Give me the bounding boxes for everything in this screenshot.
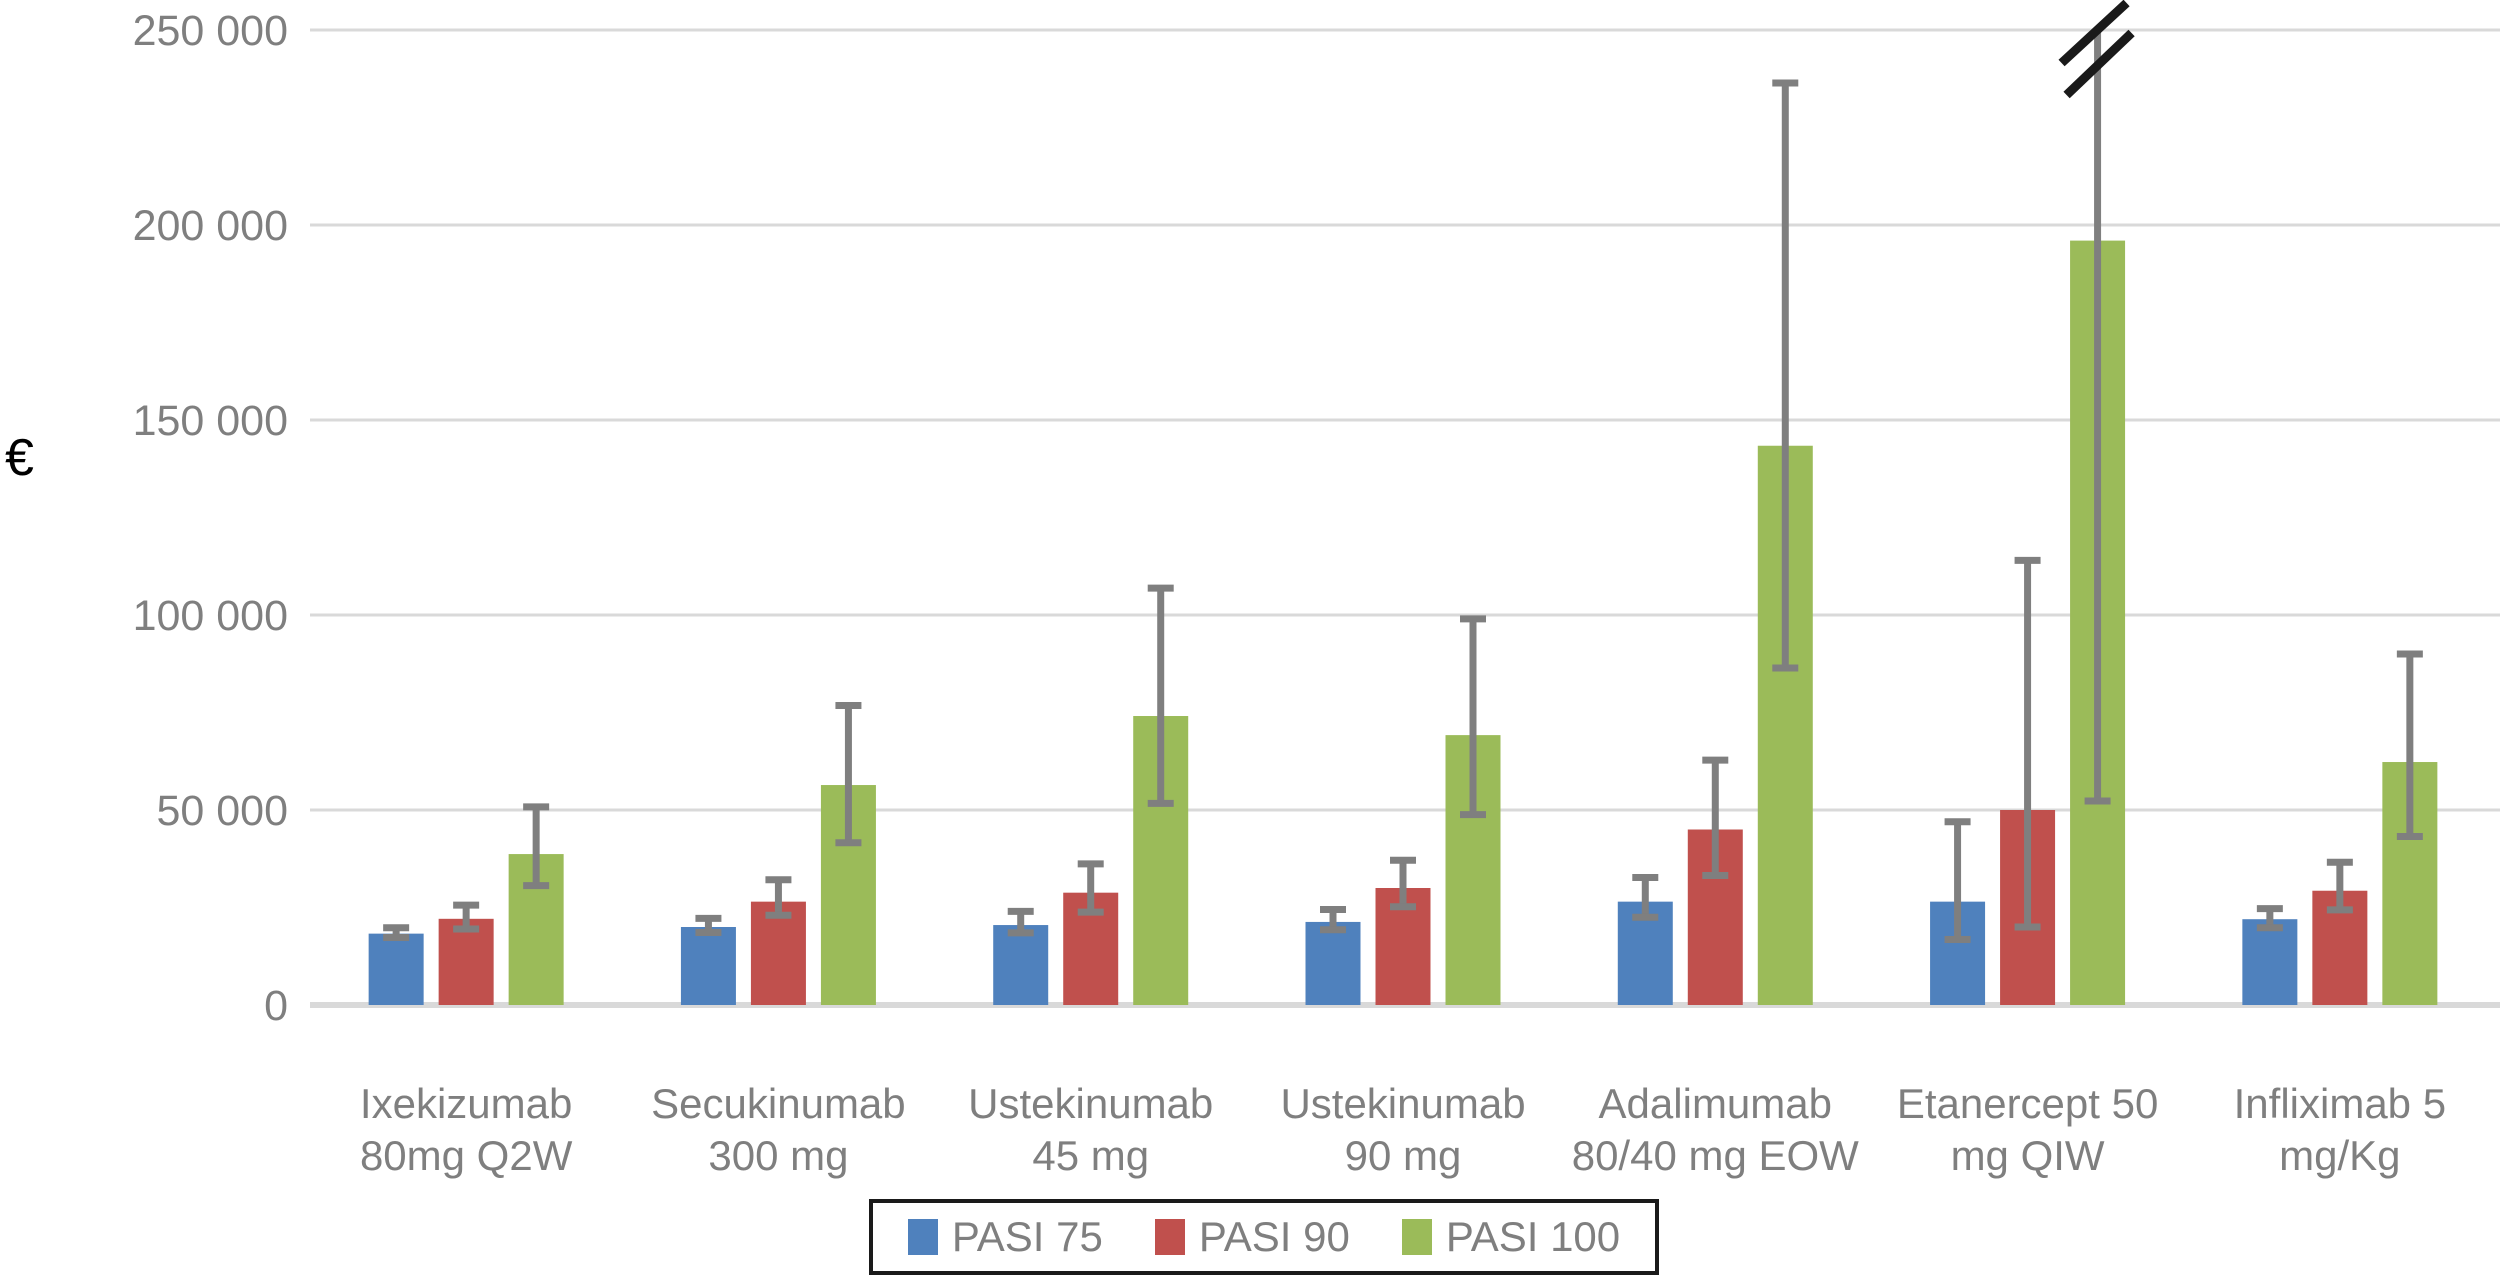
error-bar-pasi-75-cat1 — [695, 914, 722, 936]
error-bar-pasi-90-cat2 — [1077, 860, 1104, 916]
bar-pasi-75-cat1 — [680, 927, 736, 1005]
legend-swatch-pasi-90-icon — [1154, 1219, 1185, 1255]
legend: PASI 75 PASI 90 PASI 100 — [869, 1199, 1659, 1275]
error-bar-pasi-100-cat4 — [1772, 79, 1799, 672]
y-tick-label: 0 — [264, 982, 288, 1030]
legend-label-pasi-75: PASI 75 — [951, 1213, 1103, 1260]
y-tick-label: 150 000 — [133, 397, 288, 445]
y-tick-label: 200 000 — [133, 202, 288, 250]
error-bar-pasi-100-cat6 — [2396, 650, 2423, 841]
x-category-label: Ustekinumab 45 mg — [968, 1080, 1213, 1179]
x-category-label: Secukinumab 300 mg — [651, 1080, 905, 1179]
y-tick-label: 50 000 — [156, 787, 288, 835]
y-tick-label: 250 000 — [133, 7, 288, 55]
y-tick-label: 100 000 — [133, 592, 288, 640]
error-bar-pasi-75-cat6 — [2256, 905, 2283, 932]
error-bar-pasi-75-cat4 — [1632, 873, 1659, 921]
x-category-label: Etanercept 50 mg QIW — [1897, 1080, 2159, 1179]
bar-pasi-75-cat0 — [368, 933, 424, 1005]
error-bar-pasi-90-cat3 — [1390, 856, 1416, 911]
bar-pasi-75-cat3 — [1305, 921, 1361, 1005]
error-bar-pasi-75-cat3 — [1320, 905, 1346, 934]
bar-pasi-75-cat2 — [993, 925, 1049, 1005]
error-bar-pasi-100-cat2 — [1147, 584, 1174, 807]
legend-label-pasi-90: PASI 90 — [1198, 1213, 1350, 1260]
bar-pasi-90-cat1 — [750, 901, 806, 1005]
bar-pasi-75-cat6 — [2242, 919, 2298, 1005]
legend-swatch-pasi-100-icon — [1401, 1219, 1432, 1255]
error-bar-pasi-100-cat3 — [1460, 615, 1486, 819]
legend-item-pasi-90: PASI 90 — [1154, 1213, 1350, 1261]
error-bar-pasi-75-cat0 — [383, 924, 410, 942]
x-category-label: Adalimumab 80/40 mg EOW — [1572, 1080, 1859, 1179]
error-bar-pasi-75-cat5 — [1944, 818, 1971, 943]
legend-item-pasi-75: PASI 75 — [907, 1213, 1103, 1261]
x-category-label: Ixekizumab 80mg Q2W — [360, 1080, 573, 1179]
error-bar-pasi-100-cat0 — [523, 803, 550, 890]
legend-swatch-pasi-75-icon — [907, 1219, 938, 1255]
error-bar-pasi-100-cat5 — [2058, 0, 2135, 805]
error-bar-pasi-75-cat2 — [1007, 907, 1034, 937]
y-axis-unit-label: € — [5, 429, 34, 487]
x-category-label: Infliximab 5 mg/Kg — [2234, 1080, 2446, 1179]
legend-item-pasi-100: PASI 100 — [1401, 1213, 1621, 1261]
error-bar-pasi-90-cat0 — [453, 901, 480, 933]
bar-pasi-90-cat0 — [438, 918, 494, 1005]
error-bar-pasi-100-cat1 — [835, 701, 862, 847]
error-bar-pasi-90-cat5 — [2014, 556, 2041, 931]
axis-break-icon — [2058, 0, 2135, 99]
error-bar-pasi-90-cat6 — [2326, 858, 2353, 914]
legend-label-pasi-100: PASI 100 — [1445, 1213, 1621, 1260]
error-bar-pasi-90-cat4 — [1702, 756, 1729, 880]
x-category-label: Ustekinumab 90 mg — [1280, 1080, 1525, 1179]
error-bar-pasi-90-cat1 — [765, 876, 792, 919]
